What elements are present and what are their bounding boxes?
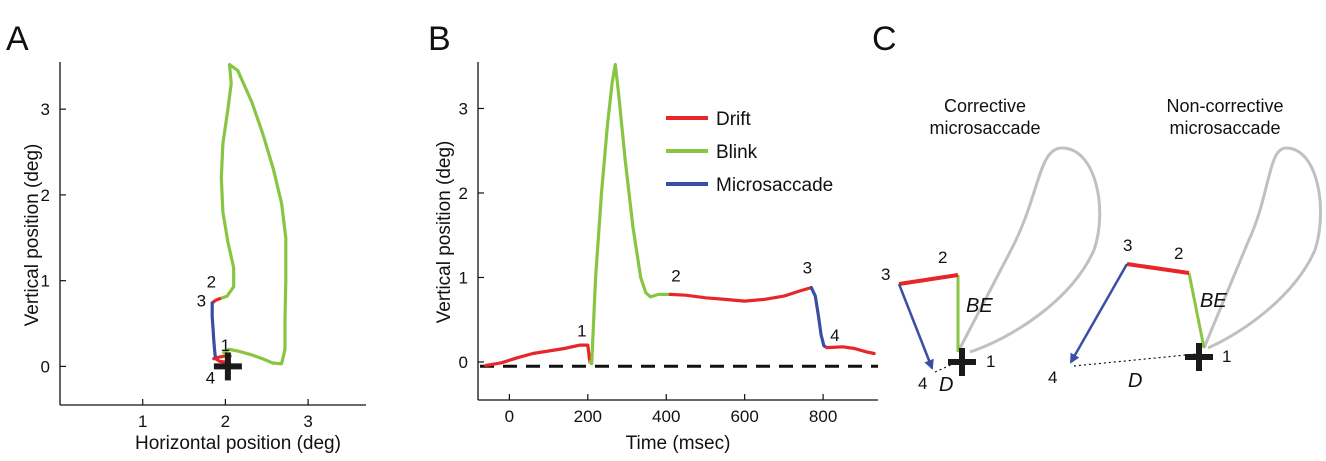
corrective-blink-loop: [956, 146, 1102, 354]
panel-a-annotation-label: 4: [206, 369, 215, 388]
panel-a-x-tick-label: 1: [138, 412, 147, 431]
panel-b-series-drift-line: [668, 286, 813, 303]
panel-a-y-axis-label: Vertical position (deg): [22, 144, 43, 327]
noncorrective-diagram: Non-corrective microsaccade 1 2 3 4 BE D: [1048, 96, 1322, 392]
panel-b-annotation-label: 1: [577, 322, 586, 341]
panel-b-y-tick-label: 1: [459, 268, 468, 287]
panel-b-series-drift-line: [484, 343, 592, 367]
corrective-label-1: 1: [986, 352, 995, 371]
panel-b-annotation-label: 2: [671, 267, 680, 286]
panel-b-series-drift-line: [825, 345, 876, 356]
panel-a-fixation-cross-icon: [213, 352, 242, 381]
legend-label-microsaccade: Microsaccade: [716, 175, 833, 196]
noncorrective-label-d: D: [1128, 370, 1142, 392]
panel-a-series-blink-line: [218, 62, 288, 366]
corrective-title-line1: Corrective: [944, 96, 1026, 116]
corrective-drift-segment: [898, 273, 959, 286]
noncorrective-blink-segment: [1187, 272, 1206, 349]
panel-letter-b: B: [428, 20, 451, 58]
noncorrective-distance-line: [1073, 353, 1197, 367]
noncorrective-label-4: 4: [1048, 368, 1057, 387]
panel-b-x-tick-label: 400: [652, 407, 680, 426]
panel-a-x-tick-label: 3: [303, 412, 312, 431]
noncorrective-fixation-cross-icon: [1185, 343, 1213, 371]
corrective-label-3: 3: [881, 265, 890, 284]
panel-a-y-tick-label: 0: [41, 357, 50, 376]
corrective-microsaccade-arrow: [897, 283, 934, 370]
corrective-fixation-cross-icon: [948, 348, 976, 376]
noncorrective-title-line1: Non-corrective: [1166, 96, 1283, 116]
corrective-title-line2: microsaccade: [929, 118, 1040, 138]
noncorrective-label-2: 2: [1174, 244, 1183, 263]
panel-b-plot: 0 200 400 600 800 0 1 2 3 1 2 3 4: [459, 62, 878, 426]
noncorrective-microsaccade-arrow: [1069, 263, 1129, 364]
panel-b-x-axis-label: Time (msec): [626, 433, 731, 454]
panel-a-y-tick-label: 2: [41, 186, 50, 205]
panel-b-annotation-label: 4: [830, 326, 839, 345]
noncorrective-blink-loop: [1202, 146, 1322, 350]
legend-label-drift: Drift: [716, 109, 752, 130]
noncorrective-label-3: 3: [1123, 236, 1132, 255]
corrective-label-d: D: [939, 374, 953, 396]
panel-a-annotation-label: 1: [221, 336, 230, 355]
panel-letter-a: A: [6, 20, 29, 58]
panel-letter-c: C: [872, 20, 897, 58]
panel-a-x-axis-label: Horizontal position (deg): [135, 433, 341, 454]
panel-b-x-tick-label: 600: [730, 407, 758, 426]
panel-a-series-microsaccade-line: [210, 301, 218, 361]
noncorrective-label-1: 1: [1222, 347, 1231, 366]
panel-a-annotation-label: 3: [197, 291, 206, 310]
panel-b-x-tick-label: 0: [505, 407, 514, 426]
noncorrective-label-be: BE: [1200, 290, 1227, 312]
panel-b-y-axis-label: Vertical position (deg): [434, 141, 455, 324]
panel-b-annotation-label: 3: [803, 258, 812, 277]
noncorrective-drift-segment: [1126, 262, 1190, 275]
panel-b-y-tick-label: 0: [459, 353, 468, 372]
noncorrective-title-line2: microsaccade: [1169, 118, 1280, 138]
panel-b-y-tick-label: 2: [459, 184, 468, 203]
panel-b-y-tick-label: 3: [459, 99, 468, 118]
panel-a-y-tick-label: 3: [41, 100, 50, 119]
corrective-diagram: Corrective microsaccade 1 2 3 4 BE D: [881, 96, 1102, 396]
panel-b-x-tick-label: 800: [809, 407, 837, 426]
panel-b-x-tick-label: 200: [574, 407, 602, 426]
panel-b-series-blink-line: [588, 62, 672, 366]
panel-a-y-tick-label: 1: [41, 272, 50, 291]
panel-a-x-tick-label: 2: [221, 412, 230, 431]
corrective-label-4: 4: [918, 374, 927, 393]
corrective-label-be: BE: [966, 295, 993, 317]
legend: Drift Blink Microsaccade: [666, 109, 833, 196]
panel-a-annotation-label: 2: [207, 273, 216, 292]
panel-b-series-microsaccade-line: [809, 286, 829, 350]
legend-label-blink: Blink: [716, 142, 758, 163]
corrective-label-2: 2: [938, 248, 947, 267]
